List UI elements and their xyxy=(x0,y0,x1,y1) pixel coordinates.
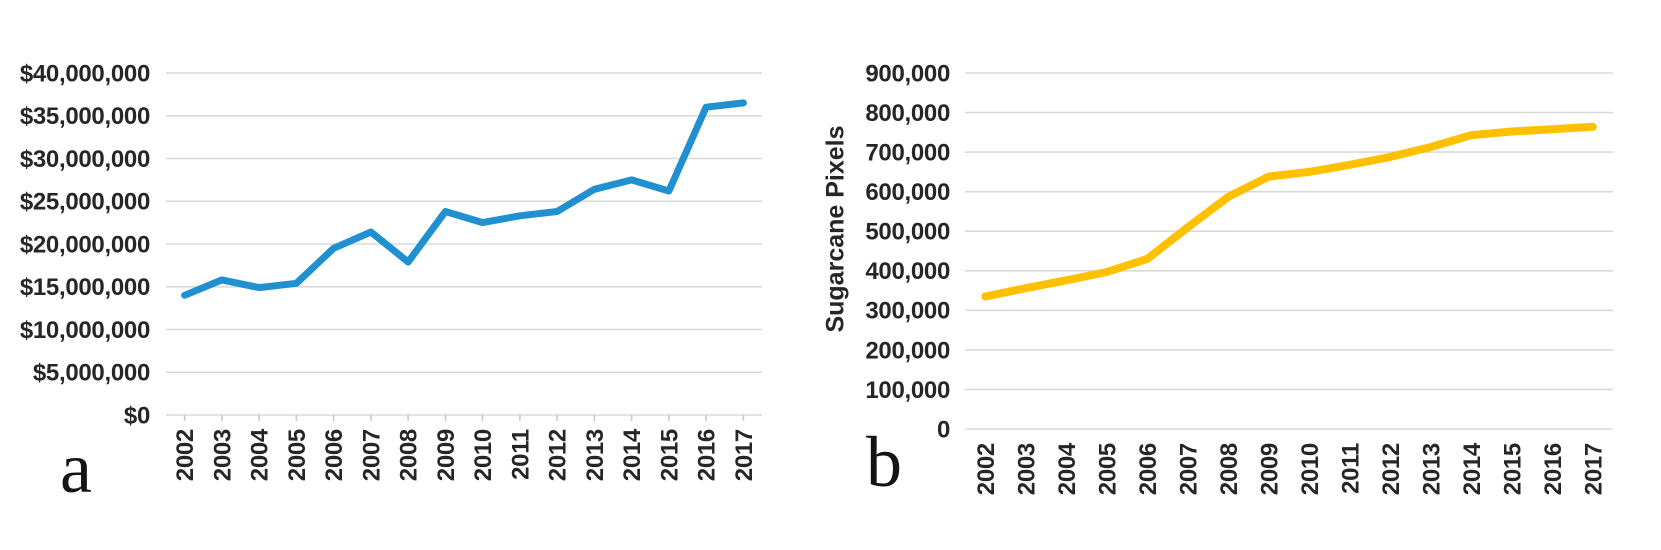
x-tick-label: 2008 xyxy=(396,429,423,481)
y-tick-label: $5,000,000 xyxy=(33,360,150,387)
x-tick-label: 2017 xyxy=(731,429,758,481)
panel-label-a: a xyxy=(60,428,92,508)
x-tick-label: 2003 xyxy=(209,429,236,481)
x-tick-label: 2006 xyxy=(1135,443,1162,495)
y-tick-label: 800,000 xyxy=(865,100,950,127)
series-line-a xyxy=(181,99,747,299)
y-tick-label: 300,000 xyxy=(865,298,950,325)
y-tick-label: 900,000 xyxy=(865,60,950,87)
y-tick-label: 200,000 xyxy=(865,337,950,364)
x-tick-label: 2011 xyxy=(507,429,534,480)
x-tick-label: 2002 xyxy=(973,443,1000,495)
series-line-b xyxy=(981,122,1597,301)
y-axis-title-sugarcane-pixels: Sugarcane Pixels xyxy=(821,125,850,333)
y-tick-label: $30,000,000 xyxy=(20,146,150,173)
y-tick-label: 100,000 xyxy=(865,377,950,404)
y-tick-label: $10,000,000 xyxy=(20,317,150,344)
y-tick-label: 600,000 xyxy=(865,179,950,206)
y-tick-label: $35,000,000 xyxy=(20,103,150,130)
chart-b: 900,000 800,000 700,000 600,000 500,000 400,0… xyxy=(865,60,1613,495)
y-tick-label: $25,000,000 xyxy=(20,189,150,216)
x-tick-label: 2007 xyxy=(1175,443,1202,495)
x-tick-label: 2004 xyxy=(1054,442,1081,495)
x-tick-label: 2014 xyxy=(619,428,646,481)
x-tick-label: 2015 xyxy=(656,429,683,481)
x-tick-label: 2013 xyxy=(1418,443,1445,495)
y-tick-label: 700,000 xyxy=(865,140,950,167)
x-tick-label: 2011 xyxy=(1337,443,1364,494)
x-tick-label: 2009 xyxy=(1256,443,1283,495)
y-tick-label: $15,000,000 xyxy=(20,274,150,301)
x-tick-label: 2017 xyxy=(1580,443,1607,495)
x-tick-label: 2002 xyxy=(172,429,199,481)
y-tick-label: 500,000 xyxy=(865,219,950,246)
x-tick-label: 2012 xyxy=(1378,443,1405,495)
x-tick-label: 2004 xyxy=(247,428,274,481)
panel-label-b: b xyxy=(866,422,902,502)
x-tick-label: 2015 xyxy=(1499,443,1526,495)
x-tick-label: 2009 xyxy=(433,429,460,481)
x-tick-label: 2012 xyxy=(545,429,572,481)
x-tick-label: 2006 xyxy=(321,429,348,481)
x-tick-label: 2014 xyxy=(1459,442,1486,495)
y-tick-label: 0 xyxy=(937,416,950,443)
y-tick-label: $40,000,000 xyxy=(20,60,150,87)
y-tick-label: $0 xyxy=(124,402,150,429)
x-tick-label: 2010 xyxy=(1297,443,1324,495)
x-tick-label: 2010 xyxy=(470,429,497,481)
x-tick-label: 2008 xyxy=(1216,443,1243,495)
x-tick-label: 2005 xyxy=(1094,443,1121,495)
x-tick-label: 2003 xyxy=(1013,443,1040,495)
chart-a: $40,000,000 $35,000,000 $30,000,000 $25,000… xyxy=(20,60,762,481)
y-tick-label: 400,000 xyxy=(865,258,950,285)
x-tick-label: 2013 xyxy=(582,429,609,481)
x-tick-label: 2005 xyxy=(284,429,311,481)
y-tick-label: $20,000,000 xyxy=(20,231,150,258)
x-tick-label: 2016 xyxy=(1540,443,1567,495)
x-tick-label: 2007 xyxy=(358,429,385,481)
x-tick-label: 2016 xyxy=(694,429,721,481)
